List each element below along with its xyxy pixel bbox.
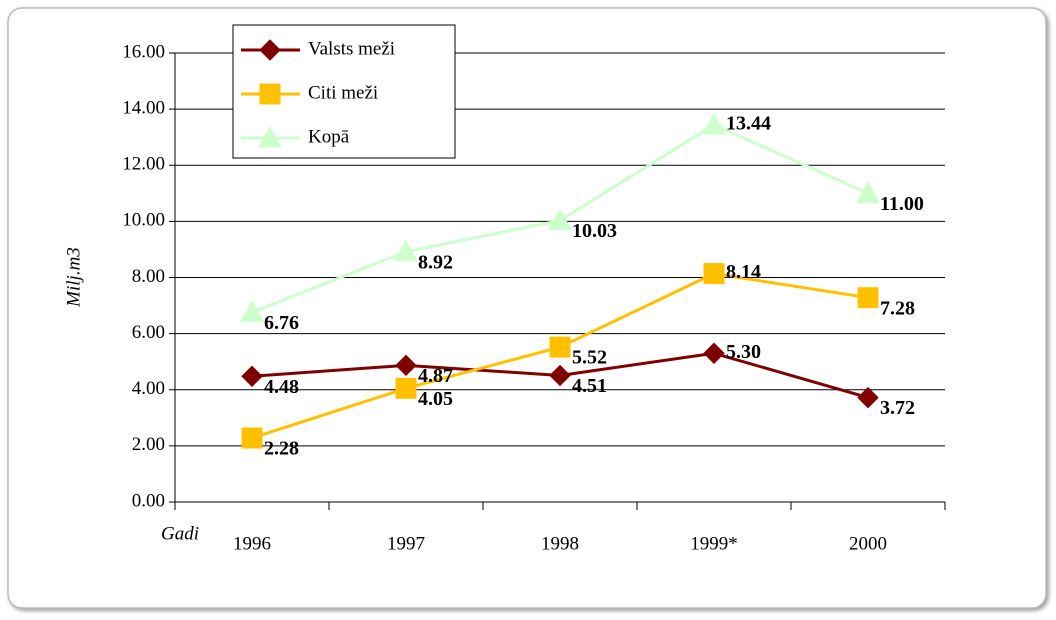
y-tick-label: 10.00 xyxy=(122,210,165,231)
marker xyxy=(702,112,726,135)
data-label: 8.92 xyxy=(418,251,453,273)
legend-label: Kopā xyxy=(308,126,350,147)
data-label: 5.52 xyxy=(572,347,607,369)
x-tick-label: 2000 xyxy=(849,533,887,554)
y-tick-label: 2.00 xyxy=(132,434,165,455)
data-label: 7.28 xyxy=(880,297,915,319)
y-tick-label: 4.00 xyxy=(132,378,165,399)
legend-marker xyxy=(259,39,281,61)
y-tick-label: 16.00 xyxy=(122,41,165,62)
x-axis-label: Gadi xyxy=(161,523,199,544)
data-label: 4.48 xyxy=(264,376,299,398)
x-tick-label: 1997 xyxy=(387,533,425,554)
marker xyxy=(548,208,572,231)
legend-marker xyxy=(258,125,282,148)
marker xyxy=(395,354,417,377)
data-label: 4.51 xyxy=(572,375,607,397)
data-label: 3.72 xyxy=(880,397,915,419)
y-axis-label: Milj.m3 xyxy=(63,247,84,308)
marker xyxy=(395,377,417,399)
y-tick-label: 8.00 xyxy=(132,266,165,287)
data-label: 6.76 xyxy=(264,312,299,334)
legend-marker xyxy=(259,83,281,105)
marker xyxy=(857,287,879,309)
marker xyxy=(703,342,725,364)
y-tick-label: 6.00 xyxy=(132,322,165,343)
legend-label: Citi meži xyxy=(308,82,378,103)
marker xyxy=(549,336,571,358)
marker xyxy=(856,181,880,203)
data-label: 8.14 xyxy=(726,261,761,283)
marker xyxy=(394,239,418,262)
marker xyxy=(549,364,571,387)
data-label: 10.03 xyxy=(572,220,617,242)
marker xyxy=(241,427,263,449)
data-label: 2.28 xyxy=(264,438,299,460)
y-tick-label: 12.00 xyxy=(122,154,165,175)
y-tick-label: 0.00 xyxy=(132,490,165,511)
x-tick-label: 1996 xyxy=(233,533,271,554)
legend-label: Valsts meži xyxy=(308,38,395,59)
marker xyxy=(703,263,725,285)
marker xyxy=(240,300,264,322)
data-label: 4.05 xyxy=(418,388,453,410)
data-label: 5.30 xyxy=(726,341,761,363)
marker xyxy=(241,365,263,387)
marker xyxy=(857,386,879,409)
x-tick-label: 1998 xyxy=(541,533,579,554)
x-tick-label: 1999* xyxy=(690,533,738,554)
data-label: 13.44 xyxy=(726,112,771,134)
y-tick-label: 14.00 xyxy=(122,97,165,118)
data-label: 4.87 xyxy=(418,365,453,387)
data-label: 11.00 xyxy=(880,193,924,215)
